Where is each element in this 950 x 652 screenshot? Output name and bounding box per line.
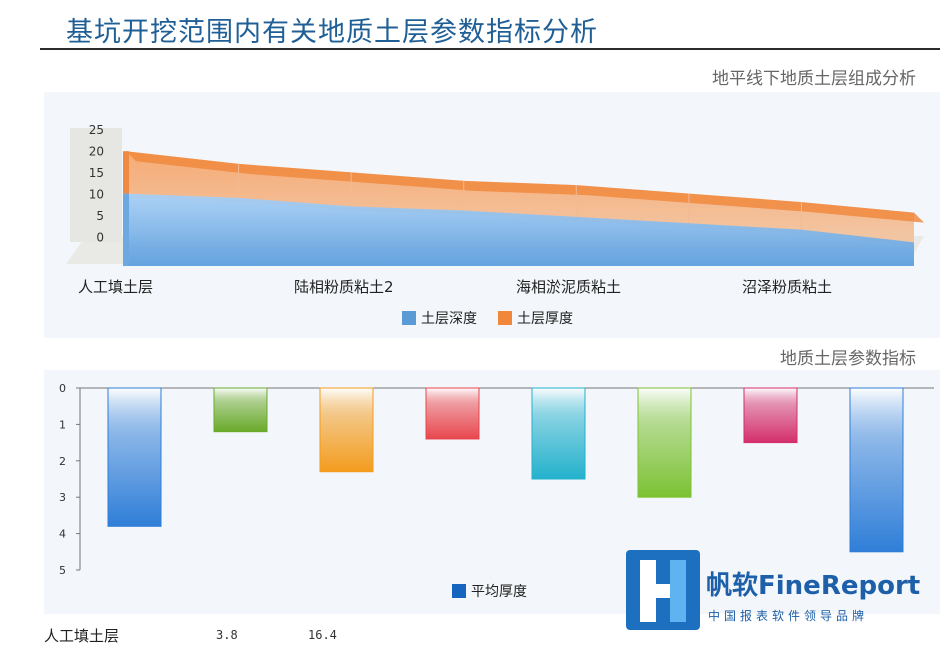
footer-value-1: 3.8 [216, 628, 238, 642]
bar [319, 387, 374, 473]
bar-chart-title: 地质土层参数指标 [780, 349, 916, 369]
bar [213, 387, 268, 433]
y-tick-label: 5 [96, 209, 104, 223]
y-tick-label: 2 [59, 455, 66, 468]
legend-label: 平均厚度 [471, 584, 527, 600]
y-tick-label: 3 [59, 491, 66, 504]
logo-slogan: 中国报表软件领导品牌 [708, 608, 868, 623]
footer-value-2: 16.4 [308, 628, 337, 642]
bar [637, 387, 692, 498]
series-depth-edge [123, 193, 129, 266]
y-tick-label: 10 [89, 188, 104, 202]
bar-chart-panel: 0 1 2 3 4 5 平均厚度 [44, 370, 940, 614]
y-tick-label: 0 [96, 231, 104, 245]
footer-label: 人工填土层 [44, 627, 120, 645]
legend-label: 土层深度 [421, 311, 477, 327]
series-depth-area [126, 193, 914, 266]
legend-swatch [402, 311, 416, 325]
y-tick-label: 4 [59, 528, 66, 541]
area-chart-panel: 25 20 15 10 5 0 人工填土层 陆相粉质粘土2 海相淤泥质粘土 沼泽粉质粘土土层深度 土… [44, 92, 940, 338]
finereport-logo: 帆软FineReport 中国报表软件领导品牌 [626, 548, 926, 634]
legend-swatch [498, 311, 512, 325]
page-title: 基坑开挖范围内有关地质土层参数指标分析 [66, 17, 598, 48]
x-category-label: 海相淤泥质粘土 [516, 278, 621, 296]
bar-chart: 0 1 2 3 4 5 平均厚度 [59, 382, 934, 600]
bar [743, 387, 798, 444]
y-tick-label: 5 [59, 564, 66, 577]
area-chart-title: 地平线下地质土层组成分析 [712, 69, 916, 89]
y-tick-label: 0 [59, 382, 66, 395]
bar [531, 387, 586, 480]
y-tick-label: 15 [89, 166, 104, 180]
title-divider [40, 48, 940, 50]
legend-swatch [452, 584, 466, 598]
bar [849, 387, 904, 553]
x-category-label: 陆相粉质粘土2 [294, 278, 394, 296]
y-tick-label: 25 [89, 123, 104, 137]
x-category-label: 沼泽粉质粘土 [742, 278, 832, 296]
bar [425, 387, 480, 440]
series-thickness-ridge [126, 151, 924, 223]
y-tick-label: 20 [89, 145, 104, 159]
series-thickness-edge [123, 151, 129, 194]
y-axis-wall [70, 128, 122, 242]
logo-name: 帆软FineReport [706, 571, 920, 601]
legend-label: 土层厚度 [517, 311, 573, 327]
bar [107, 387, 162, 527]
x-category-label: 人工填土层 [78, 278, 153, 296]
y-tick-label: 1 [59, 418, 66, 431]
